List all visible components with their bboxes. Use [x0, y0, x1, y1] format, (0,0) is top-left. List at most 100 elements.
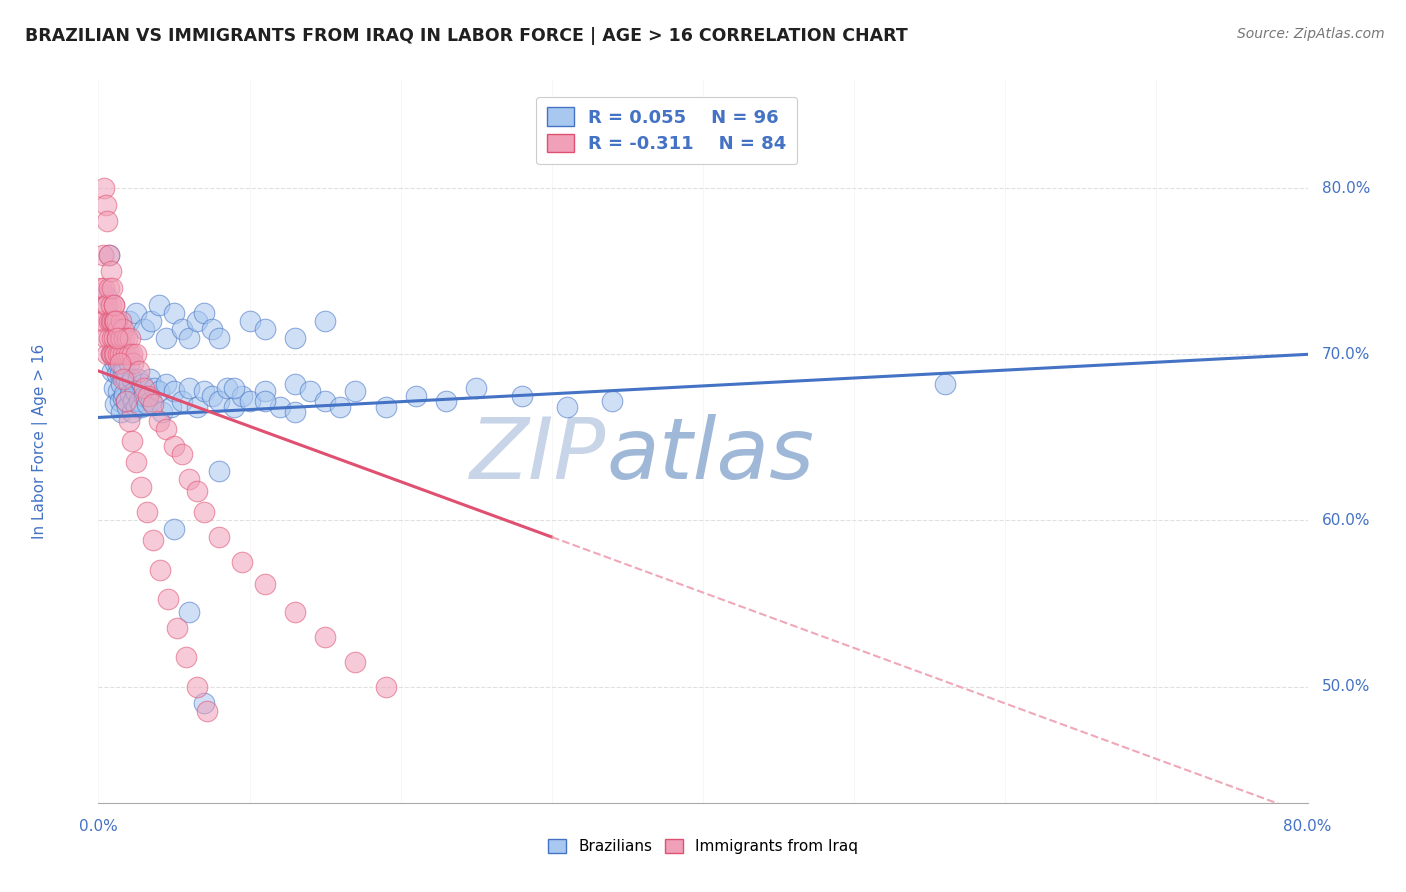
Point: [104, 356, 127, 370]
Point: [108, 393, 131, 408]
Point: [103, 314, 125, 328]
Point: [132, 380, 155, 394]
Point: [166, 621, 188, 635]
Point: [179, 605, 201, 619]
Point: [110, 405, 132, 419]
Text: BRAZILIAN VS IMMIGRANTS FROM IRAQ IN LABOR FORCE | AGE > 16 CORRELATION CHART: BRAZILIAN VS IMMIGRANTS FROM IRAQ IN LAB…: [25, 27, 908, 45]
Point: [135, 397, 157, 411]
Point: [253, 393, 276, 408]
Point: [121, 347, 143, 361]
Point: [105, 331, 128, 345]
Point: [186, 483, 208, 498]
Point: [284, 605, 307, 619]
Point: [129, 401, 152, 415]
Point: [136, 389, 159, 403]
Point: [114, 372, 136, 386]
Point: [160, 401, 183, 415]
Text: In Labor Force | Age > 16: In Labor Force | Age > 16: [32, 344, 48, 539]
Point: [104, 314, 127, 328]
Point: [96, 347, 118, 361]
Point: [208, 331, 231, 345]
Point: [98, 314, 121, 328]
Point: [193, 306, 215, 320]
Point: [149, 563, 172, 577]
Point: [186, 680, 208, 694]
Point: [314, 314, 336, 328]
Point: [110, 377, 132, 392]
Point: [112, 360, 135, 375]
Point: [510, 389, 533, 403]
Point: [142, 533, 165, 548]
Text: 60.0%: 60.0%: [1322, 513, 1371, 528]
Point: [108, 347, 131, 361]
Point: [93, 181, 115, 195]
Point: [465, 380, 488, 394]
Point: [163, 522, 186, 536]
Point: [253, 322, 276, 336]
Point: [131, 377, 153, 392]
Point: [103, 339, 125, 353]
Point: [239, 393, 262, 408]
Point: [115, 401, 138, 415]
Point: [374, 401, 396, 415]
Point: [105, 331, 128, 345]
Point: [139, 372, 162, 386]
Point: [127, 372, 149, 386]
Point: [155, 377, 177, 392]
Point: [105, 331, 128, 345]
Point: [112, 331, 135, 345]
Point: [299, 384, 322, 398]
Point: [94, 331, 117, 345]
Point: [96, 297, 118, 311]
Text: 80.0%: 80.0%: [1284, 820, 1331, 834]
Text: 70.0%: 70.0%: [1322, 347, 1371, 362]
Point: [132, 389, 155, 403]
Point: [114, 393, 136, 408]
Point: [111, 347, 134, 361]
Point: [108, 368, 131, 382]
Point: [96, 214, 118, 228]
Point: [142, 397, 165, 411]
Point: [195, 705, 218, 719]
Point: [231, 555, 253, 569]
Point: [112, 387, 135, 401]
Point: [121, 405, 143, 419]
Point: [122, 393, 145, 408]
Point: [125, 401, 148, 415]
Point: [100, 264, 122, 278]
Point: [100, 314, 122, 328]
Point: [129, 480, 152, 494]
Point: [155, 331, 177, 345]
Point: [110, 347, 132, 361]
Point: [107, 384, 129, 398]
Point: [193, 696, 215, 710]
Point: [193, 384, 215, 398]
Point: [208, 530, 231, 544]
Point: [555, 401, 578, 415]
Point: [143, 380, 166, 394]
Point: [239, 314, 262, 328]
Point: [104, 397, 127, 411]
Point: [284, 377, 307, 392]
Point: [90, 281, 112, 295]
Point: [94, 297, 117, 311]
Point: [98, 281, 121, 295]
Point: [934, 377, 956, 392]
Point: [111, 368, 134, 382]
Point: [100, 314, 122, 328]
Point: [94, 198, 117, 212]
Point: [100, 347, 122, 361]
Point: [103, 297, 125, 311]
Point: [118, 377, 141, 392]
Point: [434, 393, 457, 408]
Point: [170, 322, 193, 336]
Point: [103, 331, 125, 345]
Point: [269, 401, 291, 415]
Point: [148, 414, 170, 428]
Point: [101, 314, 124, 328]
Point: [101, 347, 124, 361]
Point: [100, 347, 122, 361]
Point: [186, 314, 208, 328]
Point: [93, 281, 115, 295]
Point: [141, 314, 163, 328]
